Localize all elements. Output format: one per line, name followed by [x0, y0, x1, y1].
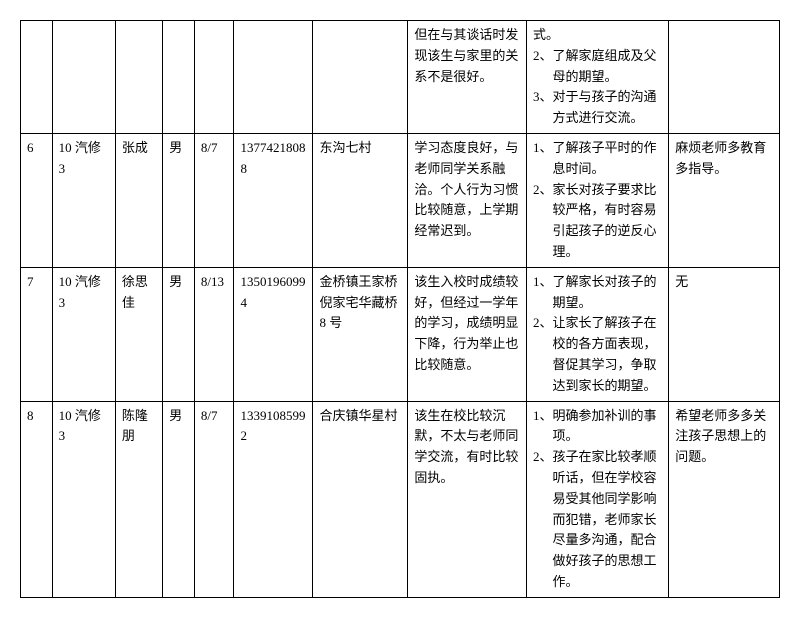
student-visit-table: 但在与其谈话时发现该生与家里的关系不是很好。式。2、了解家庭组成及父母的期望。3… — [20, 20, 780, 598]
cell-feedback — [669, 21, 780, 134]
cell-discussion: 1、了解家长对孩子的期望。2、让家长了解孩子在校的各方面表现，督促其学习，争取达… — [526, 267, 668, 401]
discussion-item: 1、明确参加补训的事项。 — [533, 406, 662, 448]
table-row: 710 汽修 3徐思佳男8/1313501960994金桥镇王家桥倪家宅华藏桥 … — [21, 267, 780, 401]
cell-gender — [163, 21, 195, 134]
cell-feedback: 无 — [669, 267, 780, 401]
cell-feedback: 希望老师多多关注孩子思想上的问题。 — [669, 401, 780, 597]
cell-phone: 13774218088 — [234, 133, 313, 267]
discussion-item: 1、了解家长对孩子的期望。 — [533, 272, 662, 314]
cell-gender: 男 — [163, 401, 195, 597]
cell-discussion: 1、明确参加补训的事项。2、孩子在家比较孝顺听话，但在学校容易受其他同学影响而犯… — [526, 401, 668, 597]
cell-name: 陈隆朋 — [115, 401, 162, 597]
discussion-item: 2、孩子在家比较孝顺听话，但在学校容易受其他同学影响而犯错，老师家长尽量多沟通，… — [533, 447, 662, 593]
cell-phone — [234, 21, 313, 134]
table-row: 但在与其谈话时发现该生与家里的关系不是很好。式。2、了解家庭组成及父母的期望。3… — [21, 21, 780, 134]
cell-class: 10 汽修 3 — [52, 133, 115, 267]
table-row: 810 汽修 3陈隆朋男8/713391085992合庆镇华星村该生在校比较沉默… — [21, 401, 780, 597]
cell-num: 8 — [21, 401, 53, 597]
cell-date — [194, 21, 234, 134]
cell-discussion: 式。2、了解家庭组成及父母的期望。3、对于与孩子的沟通方式进行交流。 — [526, 21, 668, 134]
cell-situation: 学习态度良好，与老师同学关系融洽。个人行为习惯比较随意，上学期经常迟到。 — [408, 133, 527, 267]
cell-phone: 13391085992 — [234, 401, 313, 597]
cell-class: 10 汽修 3 — [52, 267, 115, 401]
cell-name — [115, 21, 162, 134]
cell-date: 8/7 — [194, 133, 234, 267]
cell-date: 8/13 — [194, 267, 234, 401]
cell-situation: 该生在校比较沉默，不太与老师同学交流，有时比较固执。 — [408, 401, 527, 597]
cell-feedback: 麻烦老师多教育多指导。 — [669, 133, 780, 267]
discussion-item: 2、让家长了解孩子在校的各方面表现，督促其学习，争取达到家长的期望。 — [533, 313, 662, 396]
cell-discussion: 1、了解孩子平时的作息时间。2、家长对孩子要求比较严格，有时容易引起孩子的逆反心… — [526, 133, 668, 267]
cell-addr — [313, 21, 408, 134]
cell-addr: 金桥镇王家桥倪家宅华藏桥 8 号 — [313, 267, 408, 401]
cell-name: 张成 — [115, 133, 162, 267]
cell-addr: 合庆镇华星村 — [313, 401, 408, 597]
cell-situation: 该生入校时成绩较好，但经过一学年的学习，成绩明显下降，行为举止也比较随意。 — [408, 267, 527, 401]
cell-num — [21, 21, 53, 134]
cell-gender: 男 — [163, 133, 195, 267]
discussion-item: 2、了解家庭组成及父母的期望。 — [533, 46, 662, 88]
cell-class: 10 汽修 3 — [52, 401, 115, 597]
cell-situation: 但在与其谈话时发现该生与家里的关系不是很好。 — [408, 21, 527, 134]
discussion-item: 2、家长对孩子要求比较严格，有时容易引起孩子的逆反心理。 — [533, 180, 662, 263]
table-row: 610 汽修 3张成男8/713774218088东沟七村学习态度良好，与老师同… — [21, 133, 780, 267]
cell-class — [52, 21, 115, 134]
cell-name: 徐思佳 — [115, 267, 162, 401]
cell-addr: 东沟七村 — [313, 133, 408, 267]
cell-num: 7 — [21, 267, 53, 401]
cell-gender: 男 — [163, 267, 195, 401]
discussion-item: 1、了解孩子平时的作息时间。 — [533, 138, 662, 180]
discussion-item: 3、对于与孩子的沟通方式进行交流。 — [533, 87, 662, 129]
cell-date: 8/7 — [194, 401, 234, 597]
cell-num: 6 — [21, 133, 53, 267]
cell-phone: 13501960994 — [234, 267, 313, 401]
